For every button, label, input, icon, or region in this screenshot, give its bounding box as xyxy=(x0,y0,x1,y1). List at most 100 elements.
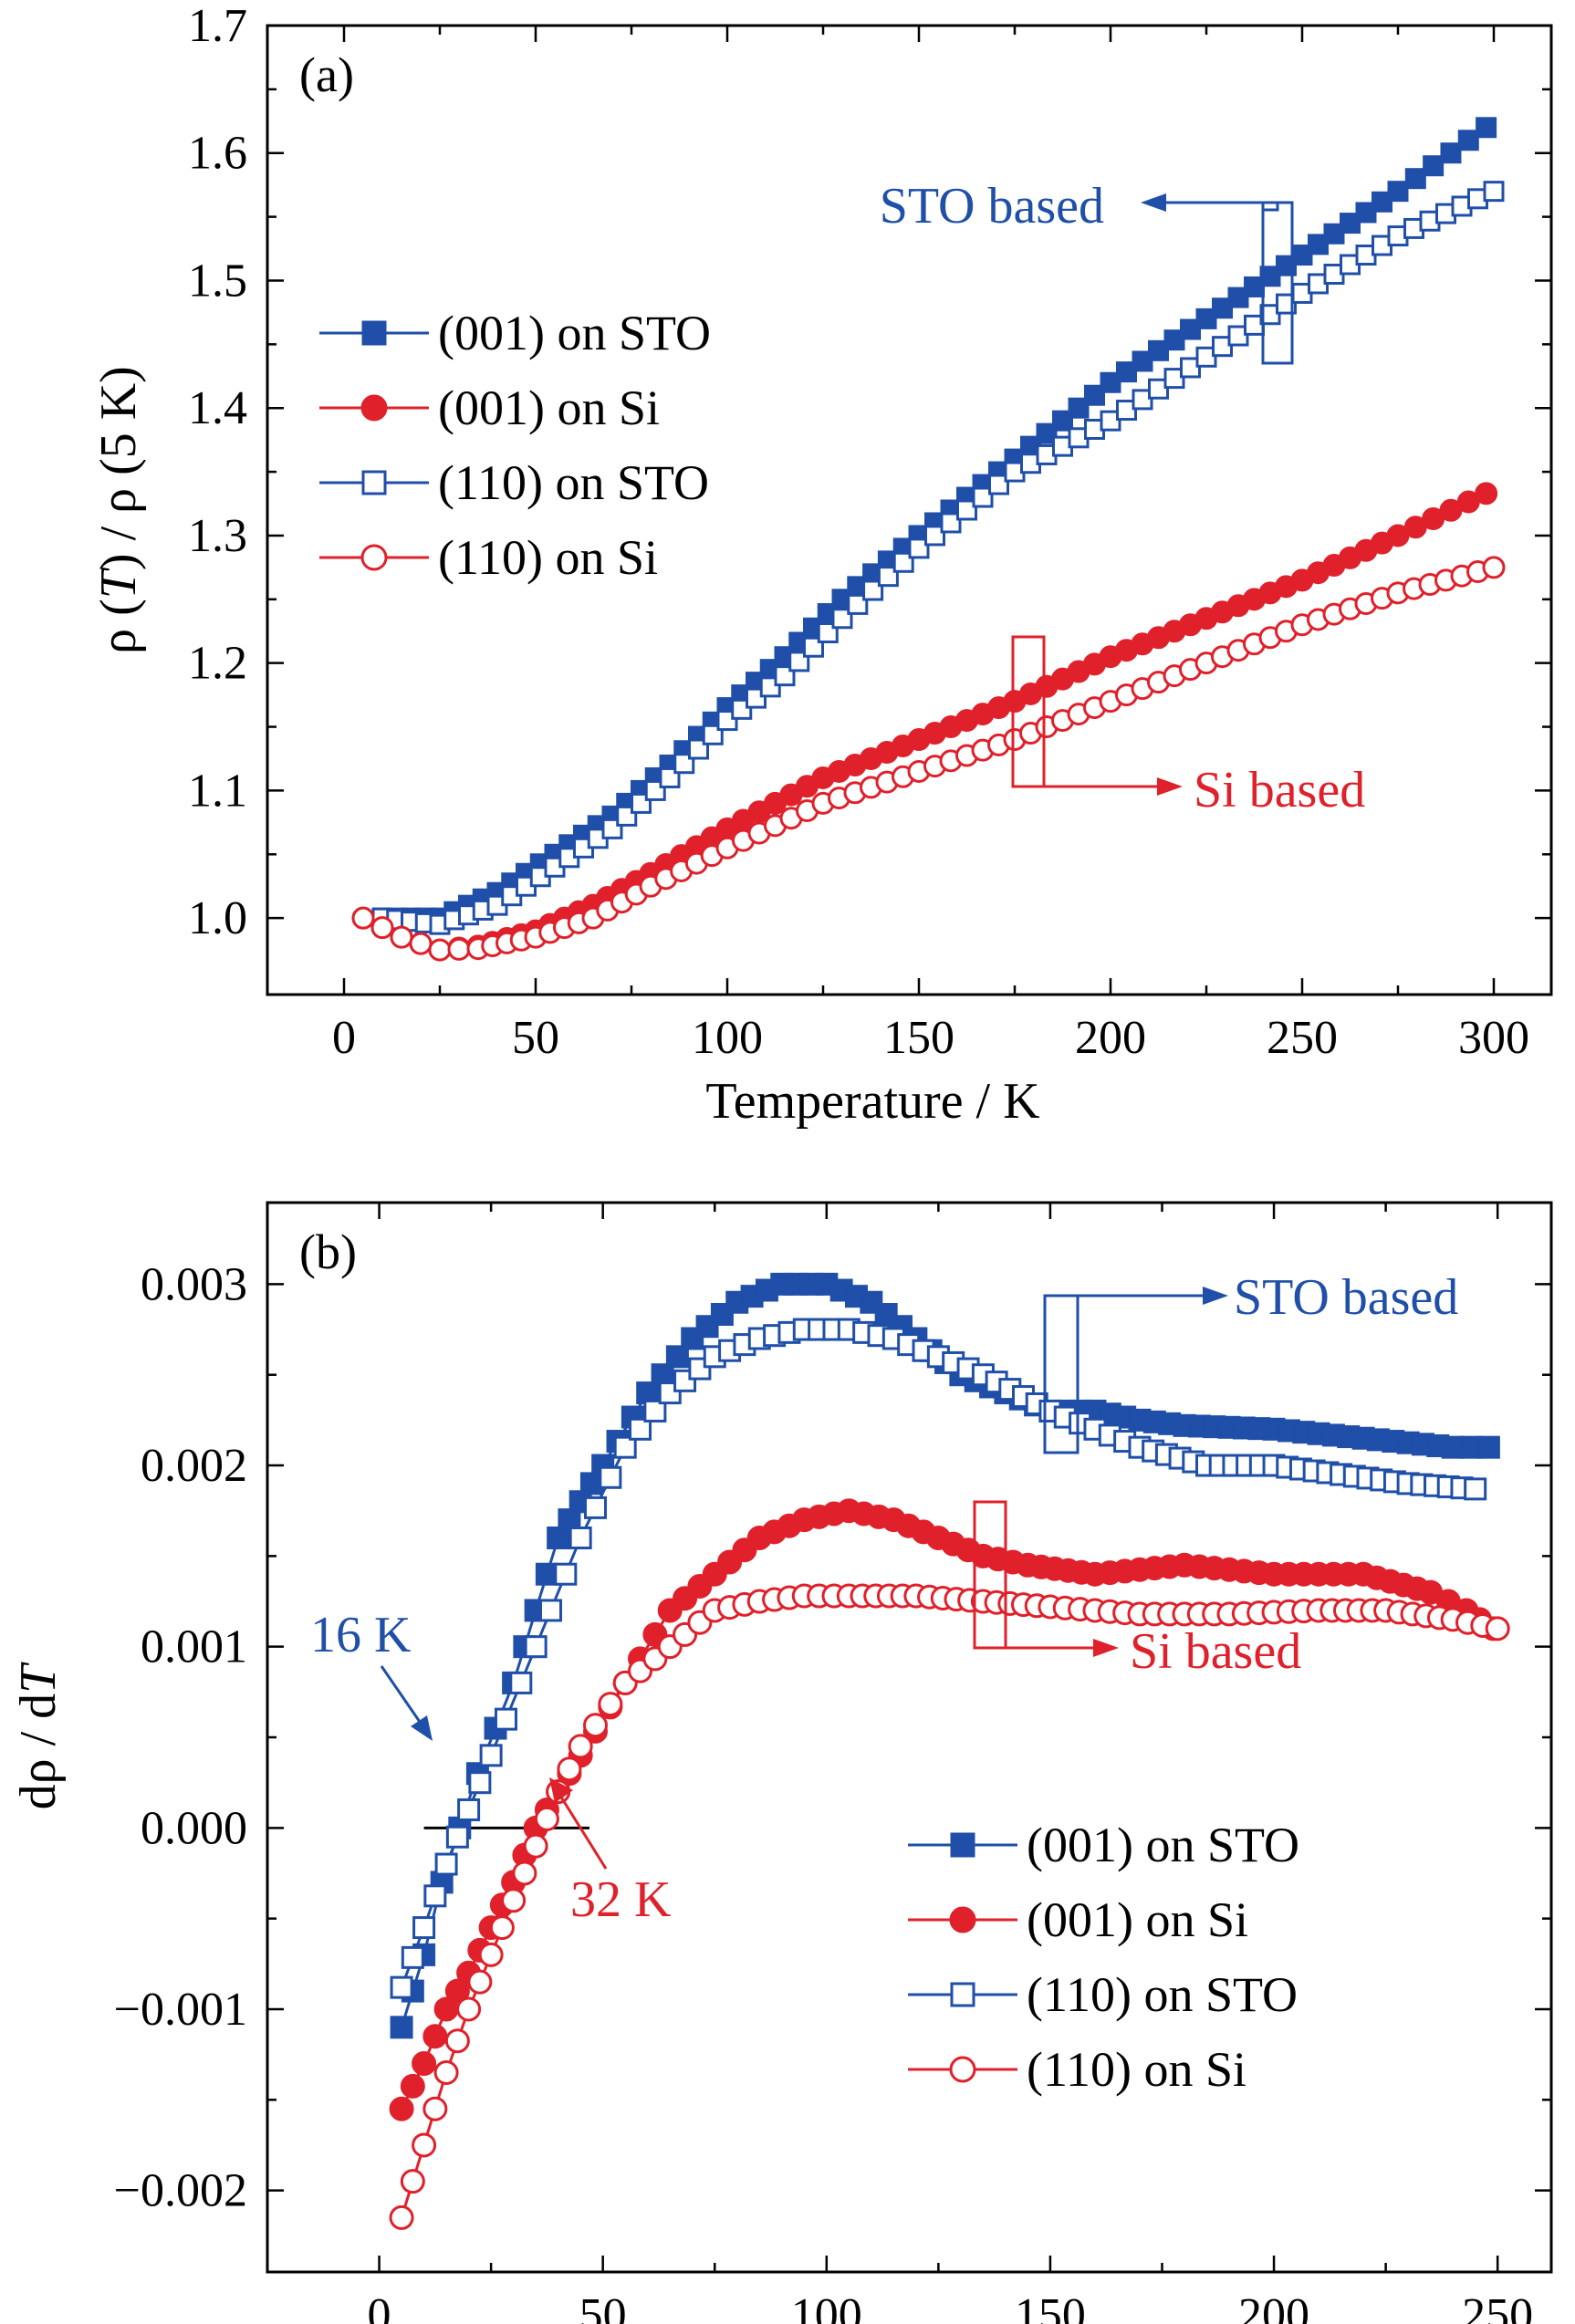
data-point xyxy=(534,1806,559,1831)
y-tick-label: 0.002 xyxy=(141,1440,247,1492)
y-tick-label: 0.000 xyxy=(141,1802,247,1854)
data-point xyxy=(1052,410,1073,432)
data-point xyxy=(583,1713,609,1738)
data-point xyxy=(390,925,413,949)
panel-label: (a) xyxy=(299,47,354,102)
data-point xyxy=(568,1526,592,1549)
data-point xyxy=(862,579,884,601)
data-point xyxy=(1212,297,1233,319)
data-point xyxy=(1476,117,1497,139)
data-point xyxy=(447,937,471,961)
data-point xyxy=(1259,304,1281,326)
sto-annotation: STO based xyxy=(1234,1269,1458,1326)
panel-b: 0 50 100 150 200 250 −0.002 −0.001 0.000 0.001 0.0… xyxy=(10,1201,1553,2324)
data-point xyxy=(1372,191,1392,213)
data-point xyxy=(1163,368,1185,390)
x-tick-label: 0 xyxy=(368,2289,391,2324)
data-point xyxy=(1440,142,1462,164)
legend-label: (001) on STO xyxy=(1027,1818,1299,1872)
legend-label: (001) on Si xyxy=(438,380,660,435)
data-point xyxy=(535,1562,558,1586)
data-point xyxy=(598,1692,623,1717)
data-point xyxy=(1036,422,1058,444)
data-point xyxy=(1100,410,1121,432)
data-point xyxy=(665,1345,689,1369)
data-point xyxy=(1116,361,1137,383)
data-point xyxy=(613,1435,637,1459)
x-tick-label: 200 xyxy=(1075,1012,1146,1064)
data-point xyxy=(509,1671,533,1694)
data-point xyxy=(643,1399,667,1423)
y-axis-title-part: T xyxy=(90,567,147,599)
data-point xyxy=(956,499,977,521)
data-point xyxy=(401,1945,424,1969)
annotations: STO based Si based 16 K 32 K xyxy=(310,1269,1458,1928)
y-tick-label: 1.3 xyxy=(188,510,247,562)
data-point xyxy=(1227,325,1249,347)
si-bracket xyxy=(1011,635,1046,788)
y-tick-label: 1.7 xyxy=(188,0,247,52)
x-tick-label: 250 xyxy=(1462,2289,1533,2324)
x-tick-label: 200 xyxy=(1238,2289,1309,2324)
data-point xyxy=(501,1888,527,1913)
data-point xyxy=(1148,378,1169,400)
legend: (001) on STO (001) on Si (110) on STO (110)… xyxy=(319,306,711,585)
sto-arrowhead xyxy=(1141,193,1166,212)
y-tick-label: 1.4 xyxy=(188,382,247,434)
data-point xyxy=(422,2024,448,2049)
data-point xyxy=(1132,350,1153,372)
data-point xyxy=(412,2051,437,2077)
data-point xyxy=(1195,346,1217,368)
data-point xyxy=(1132,389,1153,411)
x-tick-label: 100 xyxy=(791,2289,862,2324)
legend-marker xyxy=(950,1982,975,2007)
series-4 xyxy=(389,1583,1510,2230)
legend: (001) on STO (001) on Si (110) on STO (110)… xyxy=(908,1818,1299,2097)
data-point xyxy=(389,2204,414,2230)
data-point xyxy=(1485,1616,1510,1641)
series-line xyxy=(400,1282,1489,2028)
legend-marker xyxy=(361,320,387,346)
data-point xyxy=(940,512,962,534)
y-axis-title-part: ) / ρ (5 K) xyxy=(90,366,147,570)
legend-marker xyxy=(360,544,388,571)
data-point xyxy=(1476,1435,1500,1459)
data-point xyxy=(847,593,869,615)
si-bracket xyxy=(973,1500,1007,1650)
data-point xyxy=(1340,213,1361,234)
si-annotation: Si based xyxy=(1130,1623,1301,1680)
data-point xyxy=(523,1833,548,1859)
x-tick-label: 300 xyxy=(1458,1012,1529,1064)
y-axis-title: dρ / dT xyxy=(10,1662,67,1810)
y-tick-label: 1.2 xyxy=(188,638,247,690)
data-point xyxy=(1482,556,1506,579)
plot-frame xyxy=(266,24,1553,996)
data-point xyxy=(1259,266,1281,287)
data-point xyxy=(538,1599,562,1622)
data-point xyxy=(412,2132,437,2158)
data-point xyxy=(433,2059,459,2085)
data-point xyxy=(1148,339,1169,361)
y-axis-title-part: dρ / d xyxy=(10,1693,67,1810)
y-tick-label: 0.001 xyxy=(141,1621,247,1673)
si-arrowhead xyxy=(1093,1639,1119,1657)
data-point xyxy=(456,1996,482,2022)
sto-bracket xyxy=(1043,1294,1080,1454)
x-tick-label: 50 xyxy=(512,1012,559,1064)
data-point xyxy=(457,1798,481,1821)
data-point xyxy=(512,1860,537,1886)
sto-annotation: STO based xyxy=(880,178,1104,234)
data-point xyxy=(390,1975,413,1999)
data-point xyxy=(1464,1477,1487,1501)
data-point xyxy=(478,1942,504,1967)
si-arrowhead xyxy=(1157,777,1183,796)
data-point xyxy=(1355,202,1377,224)
data-point xyxy=(524,1635,548,1659)
data-point xyxy=(409,932,433,955)
data-point xyxy=(1163,329,1185,351)
crossing-arrowhead-32k xyxy=(549,1777,573,1803)
data-point xyxy=(557,1756,582,1782)
legend-marker xyxy=(950,1832,975,1858)
crossing-arrow-16k xyxy=(380,1665,423,1725)
data-point xyxy=(467,1969,493,1995)
